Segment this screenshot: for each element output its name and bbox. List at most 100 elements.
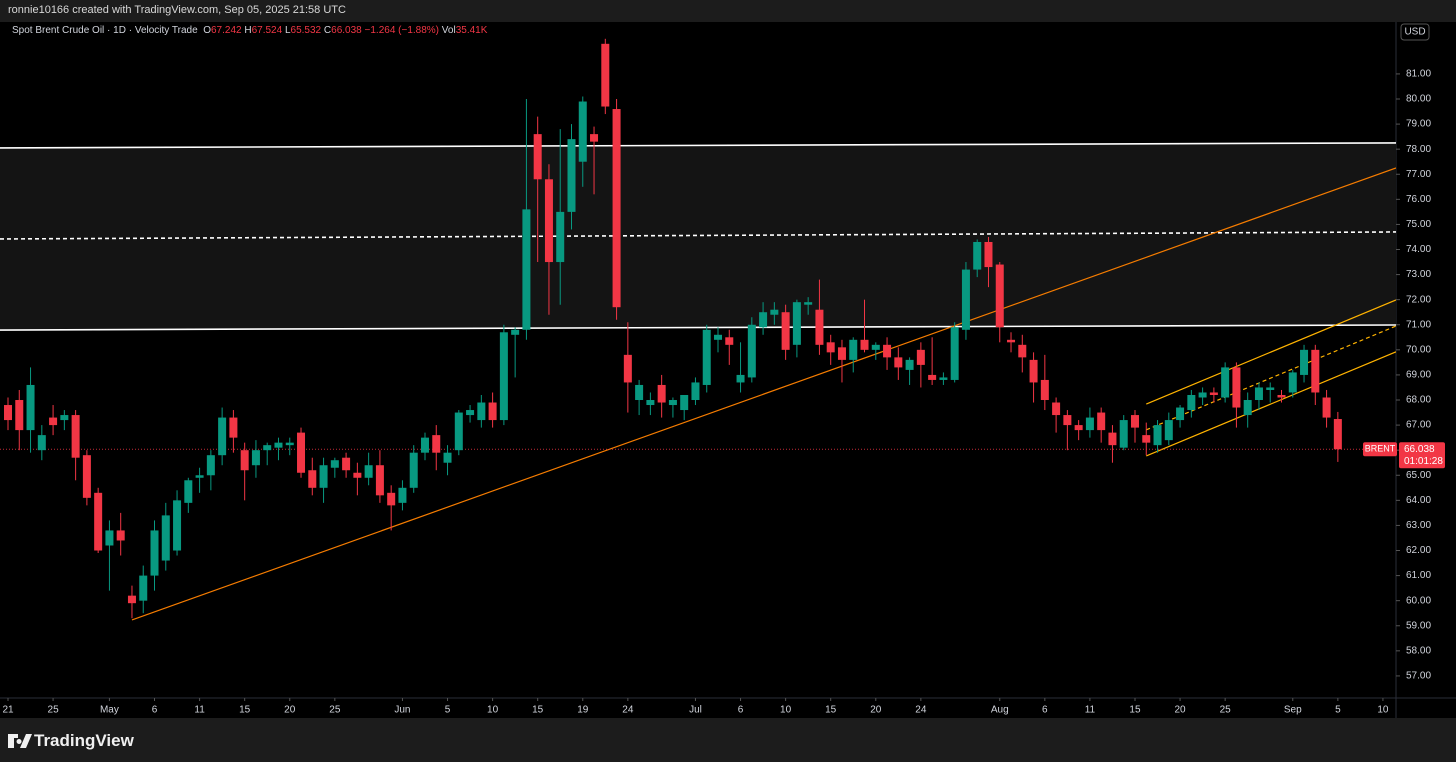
candle-body (15, 400, 24, 431)
x-tick-label: 15 (825, 705, 837, 716)
candle-body (668, 400, 677, 406)
candle-body (522, 209, 531, 330)
legend-value: 67.524 (251, 25, 283, 36)
candle-body (1322, 397, 1331, 418)
legend-title: Spot Brent Crude Oil · 1D · Velocity Tra… (12, 25, 198, 36)
candle-body (1119, 420, 1128, 448)
legend: Spot Brent Crude Oil · 1D · Velocity Tra… (12, 25, 487, 36)
candle-body (443, 452, 452, 463)
x-tick-label: Jul (689, 705, 702, 716)
x-tick-label: 10 (780, 705, 792, 716)
price-tag (1399, 442, 1445, 469)
x-tick-label: 25 (329, 705, 341, 716)
candle-body (1130, 415, 1139, 428)
candle-body (826, 342, 835, 353)
candle-body (691, 382, 700, 401)
y-tick-label: 69.00 (1406, 370, 1431, 381)
candle-body (860, 339, 869, 350)
candle-body (714, 334, 723, 340)
candle-body (1209, 392, 1218, 395)
candle-body (1198, 392, 1207, 398)
y-tick-label: 59.00 (1406, 620, 1431, 631)
candle-body (94, 492, 103, 551)
candle-body (1300, 349, 1309, 375)
candle-body (398, 487, 407, 503)
candle-body (218, 417, 227, 456)
candle-body (770, 309, 779, 315)
candle-body (1333, 419, 1342, 450)
candle-body (781, 312, 790, 350)
candle-body (195, 475, 204, 478)
brand: TradingView (34, 731, 134, 750)
candle-body (488, 402, 497, 421)
candle-body (116, 530, 125, 541)
candle-body (939, 377, 948, 380)
x-tick-label: 6 (1042, 705, 1048, 716)
x-tick-label: 19 (577, 705, 589, 716)
candle-body (263, 445, 272, 451)
currency: USD (1404, 27, 1425, 38)
price-tag-label: 66.038 (1404, 444, 1435, 455)
candle-body (1232, 367, 1241, 408)
x-tick-label: 25 (1220, 705, 1232, 716)
candle-body (646, 400, 655, 406)
candle-body (973, 241, 982, 270)
x-tick-label: May (100, 705, 119, 716)
candle-body (274, 442, 283, 448)
candle-body (1097, 412, 1106, 431)
candle-body (330, 460, 339, 468)
symbol-tag-label: BRENT (1365, 444, 1396, 454)
candle-body (308, 470, 317, 488)
candle-body (387, 492, 396, 506)
candle-body (319, 465, 328, 488)
candle-body (849, 339, 858, 360)
y-tick-label: 80.00 (1406, 94, 1431, 105)
candle-body (1311, 349, 1320, 393)
x-tick-label: Jun (394, 705, 410, 716)
candle-body (623, 354, 632, 383)
candle-body (82, 455, 91, 498)
y-tick-label: 70.00 (1406, 344, 1431, 355)
x-tick-label: 10 (487, 705, 499, 716)
candle-body (556, 211, 565, 263)
candle-body (150, 530, 159, 576)
legend-value: 35.41K (455, 25, 488, 36)
candle-body (353, 472, 362, 478)
candle-body (702, 329, 711, 385)
candle-body (37, 435, 46, 451)
candle-body (432, 435, 441, 453)
candle-body (173, 500, 182, 551)
candle-body (725, 337, 734, 345)
zone (0, 142, 1396, 331)
candle-body (1142, 435, 1151, 443)
candle-body (1029, 359, 1038, 383)
y-tick-label: 64.00 (1406, 495, 1431, 506)
trend-line (131, 167, 1396, 621)
y-tick-label: 61.00 (1406, 570, 1431, 581)
y-tick-label: 63.00 (1406, 520, 1431, 531)
candle-body (1266, 387, 1275, 390)
candle-body (206, 455, 215, 476)
y-tick-label: 71.00 (1406, 319, 1431, 330)
trend-line (1146, 351, 1396, 457)
candle-body (544, 179, 553, 263)
x-tick-label: 5 (1335, 705, 1341, 716)
candle-body (1221, 367, 1230, 398)
candle-body (285, 442, 294, 446)
y-tick-label: 72.00 (1406, 294, 1431, 305)
currency-box[interactable] (1400, 23, 1430, 41)
candle-body (1153, 425, 1162, 446)
candle-body (736, 374, 745, 383)
x-tick-label: 10 (1377, 705, 1389, 716)
x-tick-label: 11 (1085, 705, 1096, 716)
chart-background (0, 22, 1456, 718)
x-tick-label: 6 (738, 705, 744, 716)
candle-body (499, 332, 508, 421)
x-tick-label: 6 (152, 705, 158, 716)
candle-body (894, 357, 903, 368)
legend-key: L (284, 25, 291, 36)
candle-body (477, 402, 486, 421)
candle-body (950, 327, 959, 380)
candle-body (961, 269, 970, 330)
